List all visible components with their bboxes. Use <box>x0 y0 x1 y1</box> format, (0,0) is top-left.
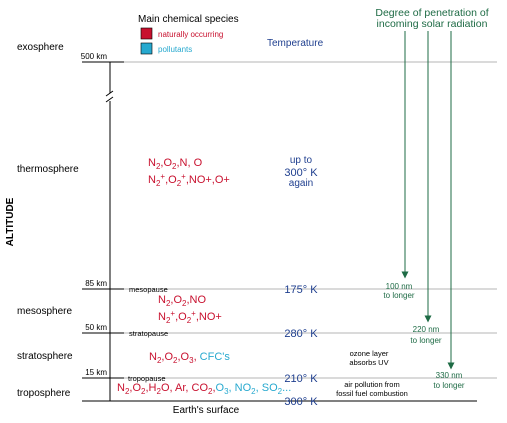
layer-troposphere: troposphere <box>17 388 71 399</box>
penetration-100nm-line2: to longer <box>383 291 414 300</box>
earth-surface-label: Earth's surface <box>173 405 240 416</box>
species-mesosphere-2: N2+,O2+,NO+ <box>158 309 222 325</box>
temp-thermosphere-line1: up to <box>290 155 313 166</box>
species-mesosphere-1: N2,O2,NO <box>158 294 206 308</box>
temp-thermosphere-line3: again <box>289 178 313 189</box>
pollution-note-line1: air pollution from <box>344 380 399 389</box>
altitude-label-500: 500 km <box>81 52 108 61</box>
tropopause-label: tropopause <box>128 374 166 383</box>
species-thermosphere-2: N2+,O2+,NO+,O+ <box>148 172 230 188</box>
altitude-label-15: 15 km <box>85 368 107 377</box>
penetration-220nm-line2: to longer <box>410 336 441 345</box>
temp-thermosphere-line2: 300° K <box>284 167 318 179</box>
species-thermosphere-1: N2,O2,N, O <box>148 157 203 171</box>
mesopause-label: mesopause <box>129 285 168 294</box>
stratopause-label: stratopause <box>129 329 168 338</box>
temp-tropopause: 210° K <box>284 373 318 385</box>
altitude-label-50: 50 km <box>85 323 107 332</box>
species-troposphere: N2,O2,H2O, Ar, CO2,O3, NO2, SO2... <box>117 382 291 396</box>
temp-mesopause: 175° K <box>284 284 318 296</box>
ozone-note-line2: absorbs UV <box>349 358 388 367</box>
layer-thermosphere: thermosphere <box>17 164 79 175</box>
layer-mesosphere: mesosphere <box>17 306 72 317</box>
legend-natural-swatch <box>140 27 153 40</box>
penetration-100nm-line1: 100 nm <box>386 282 413 291</box>
legend-title: Main chemical species <box>138 14 239 25</box>
penetration-220nm-line1: 220 nm <box>413 325 440 334</box>
axis-label: ALTITUDE <box>5 197 16 246</box>
axis-break-icon <box>105 90 114 103</box>
layer-stratosphere: stratosphere <box>17 351 73 362</box>
layer-exosphere: exosphere <box>17 42 64 53</box>
legend-pollutant-swatch <box>140 42 153 55</box>
penetration-330nm-line2: to longer <box>433 381 464 390</box>
penetration-330nm-line1: 330 nm <box>436 371 463 380</box>
legend-pollutant-label: pollutants <box>158 45 192 54</box>
penetration-header-line1: Degree of penetration of <box>375 7 488 19</box>
penetration-header-line2: incoming solar radiation <box>377 18 488 30</box>
temp-surface: 300° K <box>284 396 318 408</box>
species-stratosphere: N2,O2,O3, CFC's <box>149 351 230 365</box>
legend-natural-label: naturally occurring <box>158 30 223 39</box>
temperature-header: Temperature <box>267 38 324 49</box>
ozone-note-line1: ozone layer <box>350 349 389 358</box>
altitude-label-85: 85 km <box>85 279 107 288</box>
pollution-note-line2: fossil fuel combustion <box>336 389 408 398</box>
temp-stratopause: 280° K <box>284 328 318 340</box>
